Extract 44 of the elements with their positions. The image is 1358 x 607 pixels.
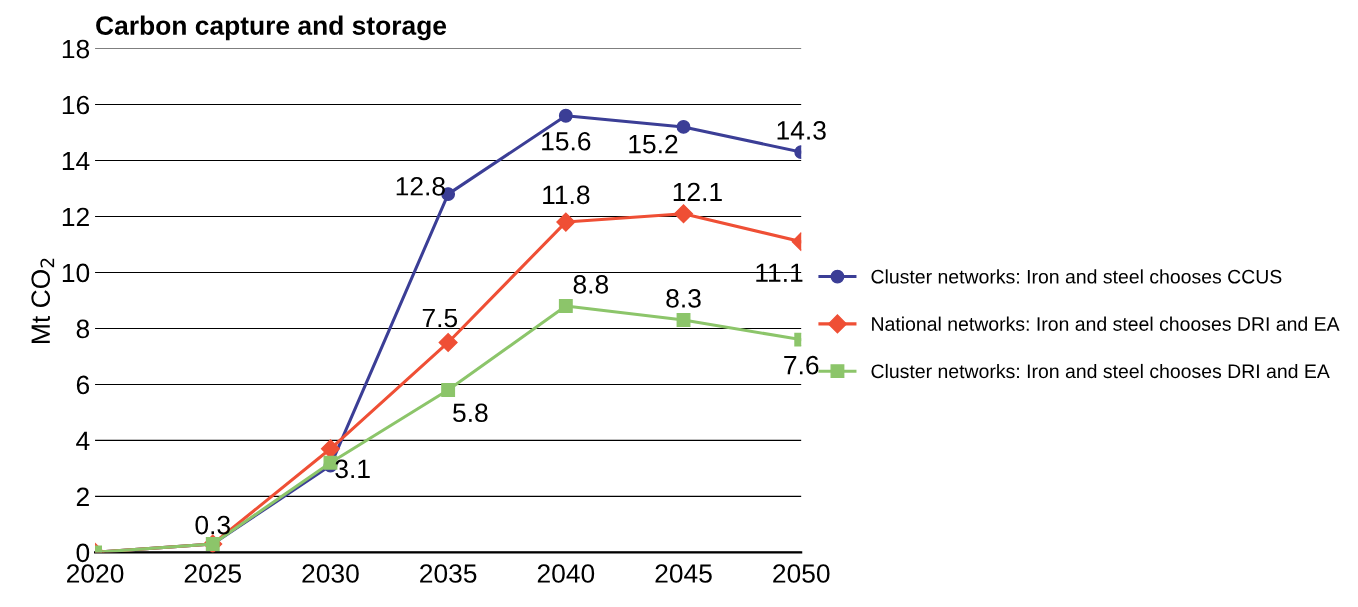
- point: [558, 299, 573, 314]
- point: [438, 332, 458, 352]
- data-label: 7.5: [422, 308, 458, 328]
- legend-label: Cluster networks: Iron and steel chooses CCUS: [871, 269, 1282, 284]
- y-tick-label: 0: [76, 543, 90, 563]
- chart-title: Carbon capture and storage: [96, 15, 447, 41]
- y-tick-label: 18: [62, 39, 90, 59]
- x-tick-label: 2025: [184, 564, 241, 583]
- data-label: 8.3: [666, 289, 701, 308]
- x-tick-label: 2050: [773, 564, 830, 583]
- x-tick-label: 2045: [655, 564, 712, 583]
- data-label: 5.8: [453, 403, 488, 423]
- legend-label: Cluster networks: Iron and steel chooses DRI and EA: [871, 363, 1330, 379]
- y-tick-label: 10: [62, 263, 90, 283]
- point: [556, 212, 576, 232]
- y-tick-label: 6: [76, 375, 90, 395]
- data-label: 15.6: [542, 131, 591, 151]
- point: [673, 204, 694, 224]
- y-tick-label: 4: [76, 431, 90, 450]
- data-label: 15.2: [629, 134, 678, 154]
- data-label: 12.1: [673, 182, 722, 202]
- y-tick-label: 2: [76, 487, 89, 506]
- x-tick-label: 2030: [302, 564, 359, 583]
- x-tick-label: 2040: [537, 564, 595, 583]
- point: [558, 108, 573, 123]
- y-axis-title: Mt CO$_{2}$: [31, 258, 55, 343]
- data-label: 3.1: [335, 459, 370, 479]
- x-tick-label: 2035: [420, 564, 477, 583]
- y-tick-label: 8: [76, 319, 90, 339]
- point: [441, 383, 456, 397]
- data-label: 0.3: [195, 515, 230, 535]
- y-tick-label: 12: [62, 207, 89, 227]
- y-tick-label: 16: [62, 95, 90, 115]
- data-label: 8.8: [573, 275, 609, 294]
- data-label: 11.8: [543, 185, 590, 205]
- point: [320, 439, 340, 459]
- y-tick-label: 14: [62, 151, 90, 171]
- data-label: 14.3: [777, 121, 826, 140]
- legend-label: National networks: Iron and steel chooses DRI and EA: [872, 316, 1340, 331]
- point: [676, 313, 691, 328]
- data-label: 12.8: [396, 176, 445, 196]
- data-label: 7.6: [784, 355, 819, 375]
- point: [676, 119, 691, 134]
- x-tick-label: 2020: [67, 564, 124, 583]
